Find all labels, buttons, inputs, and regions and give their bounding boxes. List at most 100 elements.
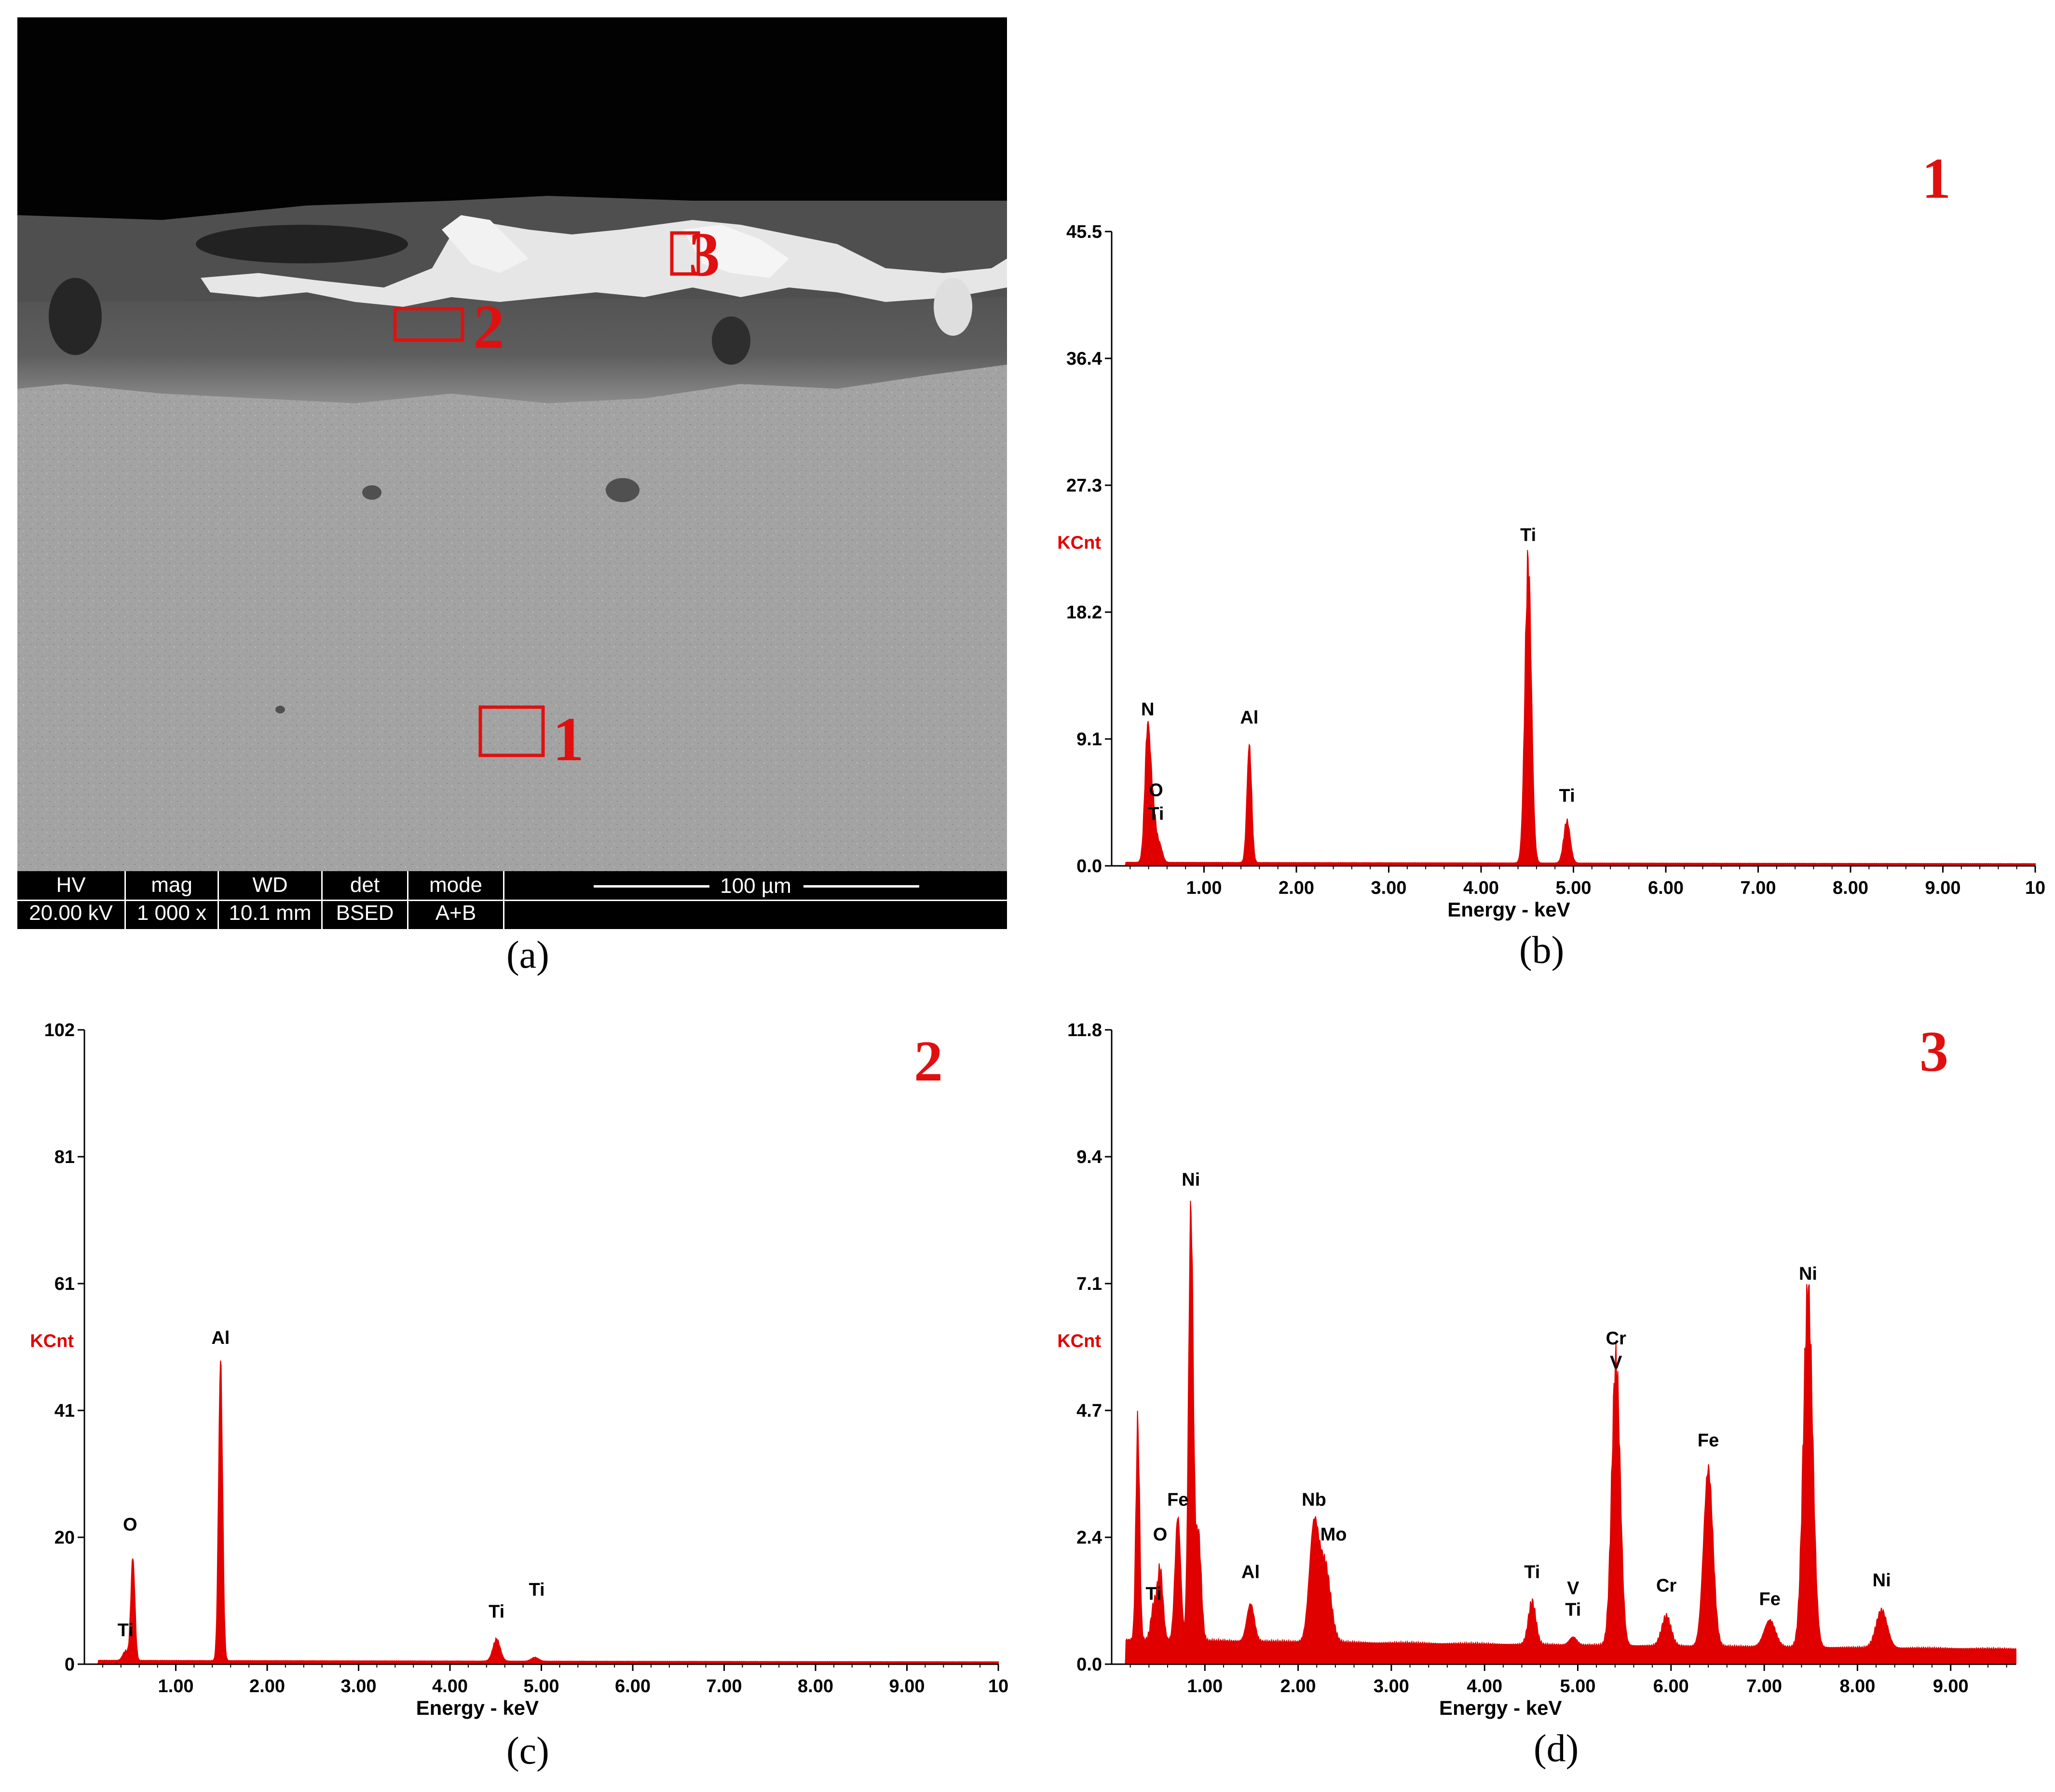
peak-label-d: O xyxy=(1153,1525,1168,1545)
y-unit-label-d: KCnt xyxy=(1057,1331,1101,1352)
y-tick-label-b: 9.1 xyxy=(1076,729,1102,750)
peak-label-d: Al xyxy=(1241,1562,1260,1583)
y-unit-label-b: KCnt xyxy=(1057,533,1101,553)
x-tick-label-b: 1.00 xyxy=(1186,878,1222,898)
x-tick-label-b: 10 xyxy=(2025,878,2045,898)
peak-label-c: O xyxy=(123,1515,137,1535)
spectrum-number-d: 3 xyxy=(1919,1019,1948,1083)
x-tick-label-d: 2.00 xyxy=(1280,1676,1316,1696)
y-tick-label-d: 0.0 xyxy=(1076,1655,1102,1675)
peak-label-b: O xyxy=(1149,780,1163,800)
y-tick-label-d: 4.7 xyxy=(1076,1401,1102,1421)
scale-bar: 100 µm xyxy=(504,871,1007,900)
peak-label-d: Ni xyxy=(1799,1264,1817,1284)
y-tick-label-c: 102 xyxy=(44,1020,75,1040)
sem-image: 1 2 3 xyxy=(17,17,1007,871)
peak-label-d: Ni xyxy=(1873,1570,1891,1590)
eds-spectrum-d: 0.0 2.4 4.7 7.1 9.4 11.8 KCnt 1.00 2.00 3.00 4.00 5… xyxy=(1037,999,2050,1744)
region-label-2: 2 xyxy=(473,292,504,362)
eds-chart-d: 0.0 2.4 4.7 7.1 9.4 11.8 KCnt 1.00 2.00 3.00 4.00 5… xyxy=(1057,1019,2016,1719)
x-tick-label-b: 3.00 xyxy=(1371,878,1407,898)
y-tick-label-c: 41 xyxy=(54,1401,75,1421)
y-tick-label-c: 0 xyxy=(65,1655,75,1675)
x-axis-title-b: Energy - keV xyxy=(1447,898,1570,921)
x-tick-label-d: 9.00 xyxy=(1933,1676,1969,1696)
scale-bar-label: 100 µm xyxy=(720,874,791,898)
peak-label-d: Ti xyxy=(1565,1600,1581,1620)
y-tick-label-b: 36.4 xyxy=(1066,349,1102,369)
peak-label-d: Ni xyxy=(1182,1170,1200,1190)
eds-chart-b: 0.0 9.1 18.2 27.3 36.4 45.5 KCnt 1.00 2.00 3.00 4.… xyxy=(1057,146,2045,921)
y-tick-label-d: 2.4 xyxy=(1076,1528,1102,1548)
region-box-3 xyxy=(670,231,700,276)
peak-label-b: Ti xyxy=(1520,525,1536,546)
eds-spectrum-c: 0 20 41 61 81 102 KCnt 1.00 2.00 3.00 4.00 5.00 6.00… xyxy=(10,999,1022,1744)
x-tick-label-b: 9.00 xyxy=(1925,878,1961,898)
peak-label-d: Mo xyxy=(1320,1525,1347,1545)
x-tick-label-d: 3.00 xyxy=(1374,1676,1409,1696)
databar-det: det BSED xyxy=(323,871,408,929)
region-box-1 xyxy=(478,705,545,757)
region-label-1: 1 xyxy=(553,705,584,774)
caption-a: (a) xyxy=(506,934,549,976)
peak-label-b: Ti xyxy=(1559,786,1575,806)
peak-label-d: Nb xyxy=(1302,1490,1326,1510)
x-tick-label-c: 4.00 xyxy=(432,1676,468,1696)
databar-hv: HV 20.00 kV xyxy=(17,871,126,929)
peak-label-b: Al xyxy=(1240,708,1258,728)
x-tick-label-b: 6.00 xyxy=(1648,878,1684,898)
plot-area-d: 0.0 2.4 4.7 7.1 9.4 11.8 KCnt 1.00 2.00 3.00 4.00 5… xyxy=(1057,1019,2016,1719)
x-tick-label-c: 8.00 xyxy=(798,1676,833,1696)
x-tick-label-c: 2.00 xyxy=(249,1676,285,1696)
x-tick-label-c: 9.00 xyxy=(889,1676,925,1696)
peak-label-c: Ti xyxy=(489,1601,504,1622)
x-tick-label-c: 10 xyxy=(988,1676,1008,1696)
y-tick-label-b: 45.5 xyxy=(1066,222,1102,242)
region-box-2 xyxy=(393,307,464,342)
plot-area-b: 0.0 9.1 18.2 27.3 36.4 45.5 KCnt 1.00 2.00 3.00 4.… xyxy=(1057,146,2045,921)
y-tick-label-c: 61 xyxy=(54,1274,75,1294)
x-tick-label-d: 6.00 xyxy=(1653,1676,1689,1696)
x-axis-title-d: Energy - keV xyxy=(1439,1696,1562,1719)
x-tick-label-b: 7.00 xyxy=(1741,878,1776,898)
x-tick-label-d: 4.00 xyxy=(1467,1676,1502,1696)
peak-label-d: Ti xyxy=(1145,1584,1161,1604)
y-tick-label-d: 11.8 xyxy=(1067,1020,1102,1040)
y-tick-label-c: 81 xyxy=(54,1147,75,1167)
sem-databar: HV 20.00 kV mag 1 000 x WD 10.1 mm det BSED … xyxy=(17,871,1007,929)
spectrum-number-c: 2 xyxy=(914,1029,943,1093)
y-tick-label-d: 9.4 xyxy=(1076,1147,1102,1167)
x-tick-label-c: 3.00 xyxy=(341,1676,377,1696)
y-tick-label-b: 0.0 xyxy=(1076,856,1102,876)
x-axis-title-c: Energy - keV xyxy=(416,1696,539,1719)
peak-label-d: V xyxy=(1567,1578,1579,1599)
spectrum-area-d xyxy=(1123,1201,2016,1665)
peak-label-d: Fe xyxy=(1167,1490,1188,1510)
sem-micrograph: 1 2 3 HV 20.00 kV mag 1 000 x WD 10.1 mm de… xyxy=(17,17,1007,929)
databar-wd: WD 10.1 mm xyxy=(219,871,323,929)
x-tick-label-d: 1.00 xyxy=(1187,1676,1223,1696)
region-label-3: 3 xyxy=(689,220,720,289)
caption-c: (c) xyxy=(506,1730,549,1772)
databar-mode: mode A+B xyxy=(408,871,504,929)
x-tick-label-d: 8.00 xyxy=(1839,1676,1875,1696)
caption-b: (b) xyxy=(1519,929,1565,971)
x-tick-label-c: 7.00 xyxy=(707,1676,742,1696)
caption-d: (d) xyxy=(1534,1727,1579,1770)
x-tick-label-b: 4.00 xyxy=(1463,878,1499,898)
peak-label-d: V xyxy=(1610,1353,1622,1373)
x-tick-label-c: 5.00 xyxy=(524,1676,559,1696)
x-tick-label-b: 5.00 xyxy=(1556,878,1592,898)
x-tick-label-c: 1.00 xyxy=(158,1676,194,1696)
spectrum-number-b: 1 xyxy=(1922,146,1951,210)
y-tick-label-b: 18.2 xyxy=(1066,602,1102,623)
peak-label-d: Fe xyxy=(1698,1431,1719,1451)
y-tick-label-d: 7.1 xyxy=(1076,1274,1102,1294)
peak-label-b: N xyxy=(1141,699,1154,720)
x-tick-label-d: 5.00 xyxy=(1560,1676,1596,1696)
databar-mag: mag 1 000 x xyxy=(126,871,219,929)
x-tick-label-b: 2.00 xyxy=(1279,878,1314,898)
peak-label-c: Al xyxy=(211,1328,230,1348)
